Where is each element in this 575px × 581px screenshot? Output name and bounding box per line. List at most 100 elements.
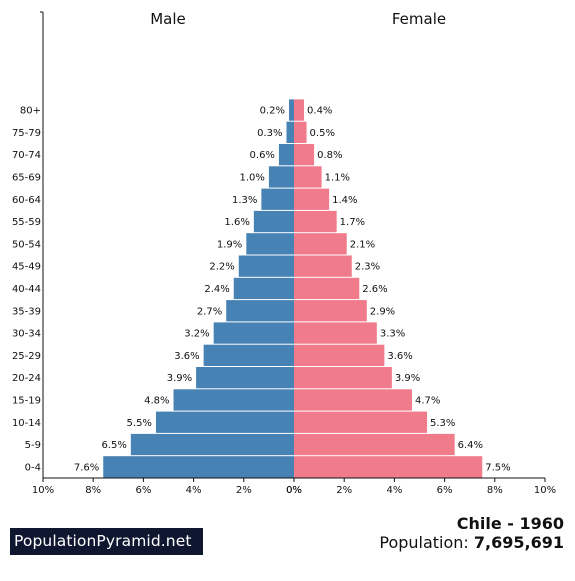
female-bar-50-54 — [294, 233, 347, 255]
age-label: 20-24 — [12, 373, 41, 384]
age-label: 5-9 — [25, 440, 41, 451]
female-bar-70-74 — [294, 144, 315, 166]
female-bar-20-24 — [294, 367, 392, 389]
country-year-title: Chile - 1960 — [456, 514, 564, 533]
age-label: 10-14 — [12, 418, 41, 429]
male-value-label: 3.2% — [184, 329, 209, 340]
x-tick-label-left: 8% — [85, 485, 101, 496]
male-bar-80+ — [288, 99, 294, 121]
male-heading: Male — [150, 10, 186, 28]
female-bar-15-19 — [294, 389, 412, 411]
male-value-label: 2.4% — [204, 284, 229, 295]
female-value-label: 3.3% — [380, 329, 405, 340]
female-value-label: 1.4% — [332, 195, 357, 206]
male-bar-35-39 — [226, 300, 294, 322]
age-label: 15-19 — [12, 395, 41, 406]
age-label: 30-34 — [12, 329, 41, 340]
female-bar-35-39 — [294, 300, 367, 322]
female-bar-75-79 — [294, 121, 307, 143]
male-value-label: 3.6% — [174, 351, 199, 362]
male-value-label: 0.3% — [257, 128, 282, 139]
male-bar-15-19 — [173, 389, 294, 411]
female-value-label: 1.1% — [325, 172, 350, 183]
female-value-label: 3.6% — [387, 351, 412, 362]
female-value-label: 0.8% — [317, 150, 342, 161]
male-bar-30-34 — [213, 322, 294, 344]
female-bar-65-69 — [294, 166, 322, 188]
x-tick-label-right: 2% — [336, 485, 352, 496]
female-bar-40-44 — [294, 277, 360, 300]
female-value-label: 4.7% — [415, 395, 440, 406]
male-value-label: 3.9% — [167, 373, 192, 384]
male-bar-10-14 — [155, 411, 294, 433]
x-tick-label-left: 4% — [186, 485, 202, 496]
male-value-label: 4.8% — [144, 395, 169, 406]
male-bar-0-4 — [103, 456, 295, 478]
male-bar-45-49 — [238, 255, 294, 277]
x-tick-label-right: 8% — [487, 485, 503, 496]
age-label: 45-49 — [12, 262, 41, 273]
x-tick-label-right: 4% — [386, 485, 402, 496]
age-label: 70-74 — [12, 150, 41, 161]
female-bar-80+ — [294, 99, 305, 121]
female-value-label: 1.7% — [340, 217, 365, 228]
male-bar-55-59 — [253, 210, 294, 233]
age-label: 0-4 — [25, 462, 41, 473]
brand-logo[interactable]: PopulationPyramid.net — [10, 528, 203, 555]
age-label: 40-44 — [12, 284, 41, 295]
x-tick-label-left: 6% — [135, 485, 151, 496]
male-value-label: 7.6% — [74, 462, 99, 473]
male-bar-75-79 — [286, 121, 294, 143]
male-bar-60-64 — [261, 188, 294, 210]
age-label: 75-79 — [12, 128, 41, 139]
x-tick-label-left: 2% — [236, 485, 252, 496]
x-tick-label-right: 6% — [437, 485, 453, 496]
male-value-label: 1.0% — [239, 172, 264, 183]
female-bar-25-29 — [294, 344, 385, 366]
female-heading: Female — [392, 10, 446, 28]
male-value-label: 1.3% — [232, 195, 257, 206]
age-label: 55-59 — [12, 217, 41, 228]
male-value-label: 0.2% — [260, 106, 285, 117]
age-label: 65-69 — [12, 172, 41, 183]
population-label: Population: — [379, 533, 469, 552]
male-bar-20-24 — [196, 367, 294, 389]
male-bar-65-69 — [268, 166, 294, 188]
male-bar-25-29 — [203, 344, 294, 366]
male-bar-50-54 — [246, 233, 294, 255]
female-bar-30-34 — [294, 322, 377, 344]
population-line: Population: 7,695,691 — [379, 533, 564, 552]
male-bar-70-74 — [278, 144, 294, 166]
male-value-label: 1.6% — [224, 217, 249, 228]
x-tick-label-left: 10% — [32, 485, 54, 496]
male-bar-40-44 — [233, 277, 294, 300]
female-bar-60-64 — [294, 188, 330, 210]
female-value-label: 2.1% — [350, 239, 375, 250]
male-value-label: 1.9% — [217, 239, 242, 250]
population-pyramid-chart: Male Female 7.6% 7.5% 0-4 6.5% 6.4% 5-9 5.5% 5.3%… — [12, 10, 556, 496]
population-value: 7,695,691 — [473, 533, 564, 552]
female-value-label: 7.5% — [485, 462, 510, 473]
female-bar-10-14 — [294, 411, 428, 433]
female-value-label: 2.3% — [355, 262, 380, 273]
female-value-label: 2.6% — [362, 284, 387, 295]
female-bar-5-9 — [294, 433, 455, 456]
male-value-label: 5.5% — [127, 418, 152, 429]
female-value-label: 0.4% — [307, 106, 332, 117]
female-bar-55-59 — [294, 210, 337, 233]
female-value-label: 2.9% — [370, 306, 395, 317]
female-value-label: 0.5% — [310, 128, 335, 139]
female-bar-45-49 — [294, 255, 352, 277]
x-tick-label-right: 10% — [534, 485, 556, 496]
x-tick-label-left: 0% — [286, 485, 302, 496]
age-label: 25-29 — [12, 351, 41, 362]
female-value-label: 5.3% — [430, 418, 455, 429]
female-value-label: 3.9% — [395, 373, 420, 384]
male-value-label: 0.6% — [250, 150, 275, 161]
male-value-label: 6.5% — [101, 440, 126, 451]
male-value-label: 2.7% — [197, 306, 222, 317]
x-tick-label-right: 0% — [286, 485, 302, 496]
female-bar-0-4 — [294, 456, 483, 478]
age-label: 35-39 — [12, 306, 41, 317]
female-value-label: 6.4% — [458, 440, 483, 451]
